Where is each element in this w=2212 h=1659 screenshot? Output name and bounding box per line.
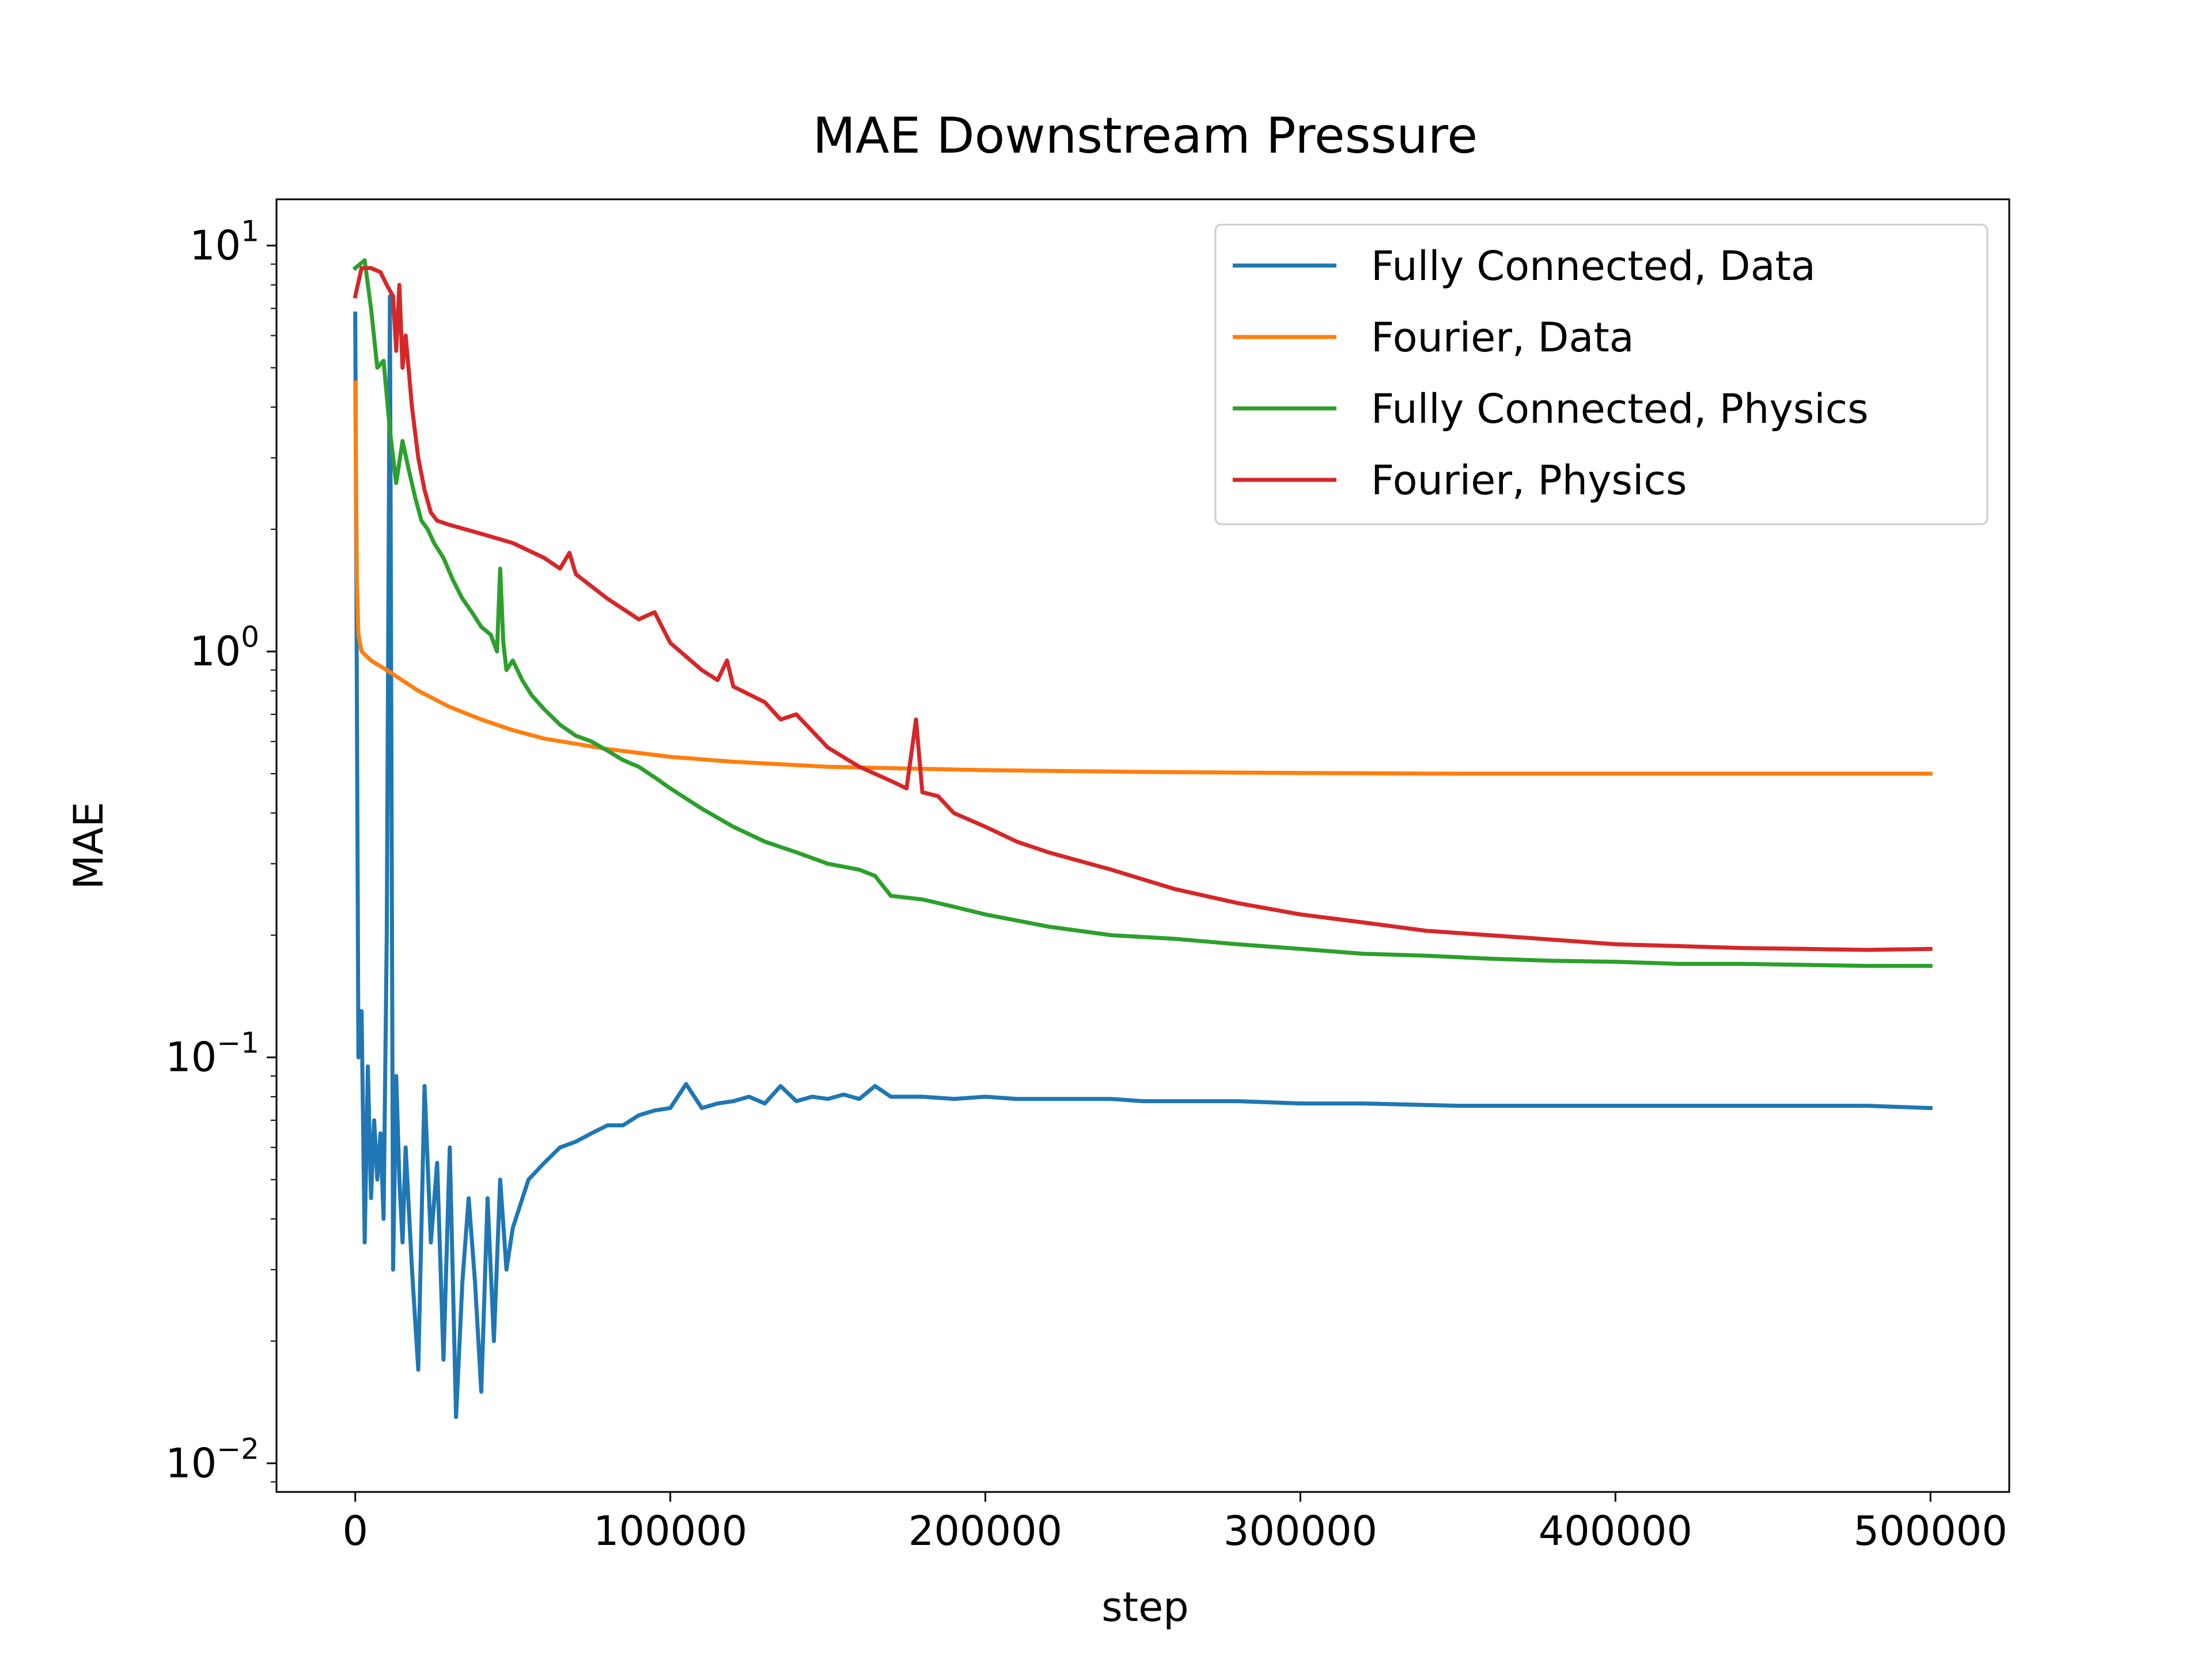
legend-label-4: Fourier, Physics — [1371, 457, 1687, 504]
x-axis: 0 100000 200000 300000 400000 500000 — [342, 1492, 2008, 1555]
legend-box — [1214, 224, 1988, 525]
series-line-2 — [353, 380, 1933, 776]
x-tick-label: 300000 — [1224, 1508, 1377, 1555]
legend: Fully Connected, Data Fourier, Data Fully … — [1214, 224, 1988, 525]
y-tick-label: 100 — [190, 620, 259, 675]
x-tick-label: 200000 — [908, 1508, 1062, 1555]
x-tick-label: 100000 — [593, 1508, 747, 1555]
legend-label-3: Fully Connected, Physics — [1371, 385, 1869, 433]
x-tick-label: 0 — [342, 1508, 368, 1555]
y-axis-label: MAE — [65, 802, 112, 890]
legend-label-2: Fourier, Data — [1371, 314, 1634, 361]
plot-area — [352, 258, 1933, 1419]
chart-title: MAE Downstream Pressure — [813, 107, 1478, 165]
y-tick-label: 101 — [190, 214, 259, 269]
plot-frame — [275, 198, 2010, 1493]
series-line-1 — [353, 294, 1933, 1419]
legend-label-1: Fully Connected, Data — [1371, 243, 1816, 290]
series-line-3 — [352, 258, 1933, 968]
series-line-4 — [353, 266, 1933, 952]
x-axis-label: step — [1101, 1584, 1188, 1631]
x-tick-label: 500000 — [1854, 1508, 2008, 1555]
x-tick-label: 400000 — [1539, 1508, 1692, 1555]
